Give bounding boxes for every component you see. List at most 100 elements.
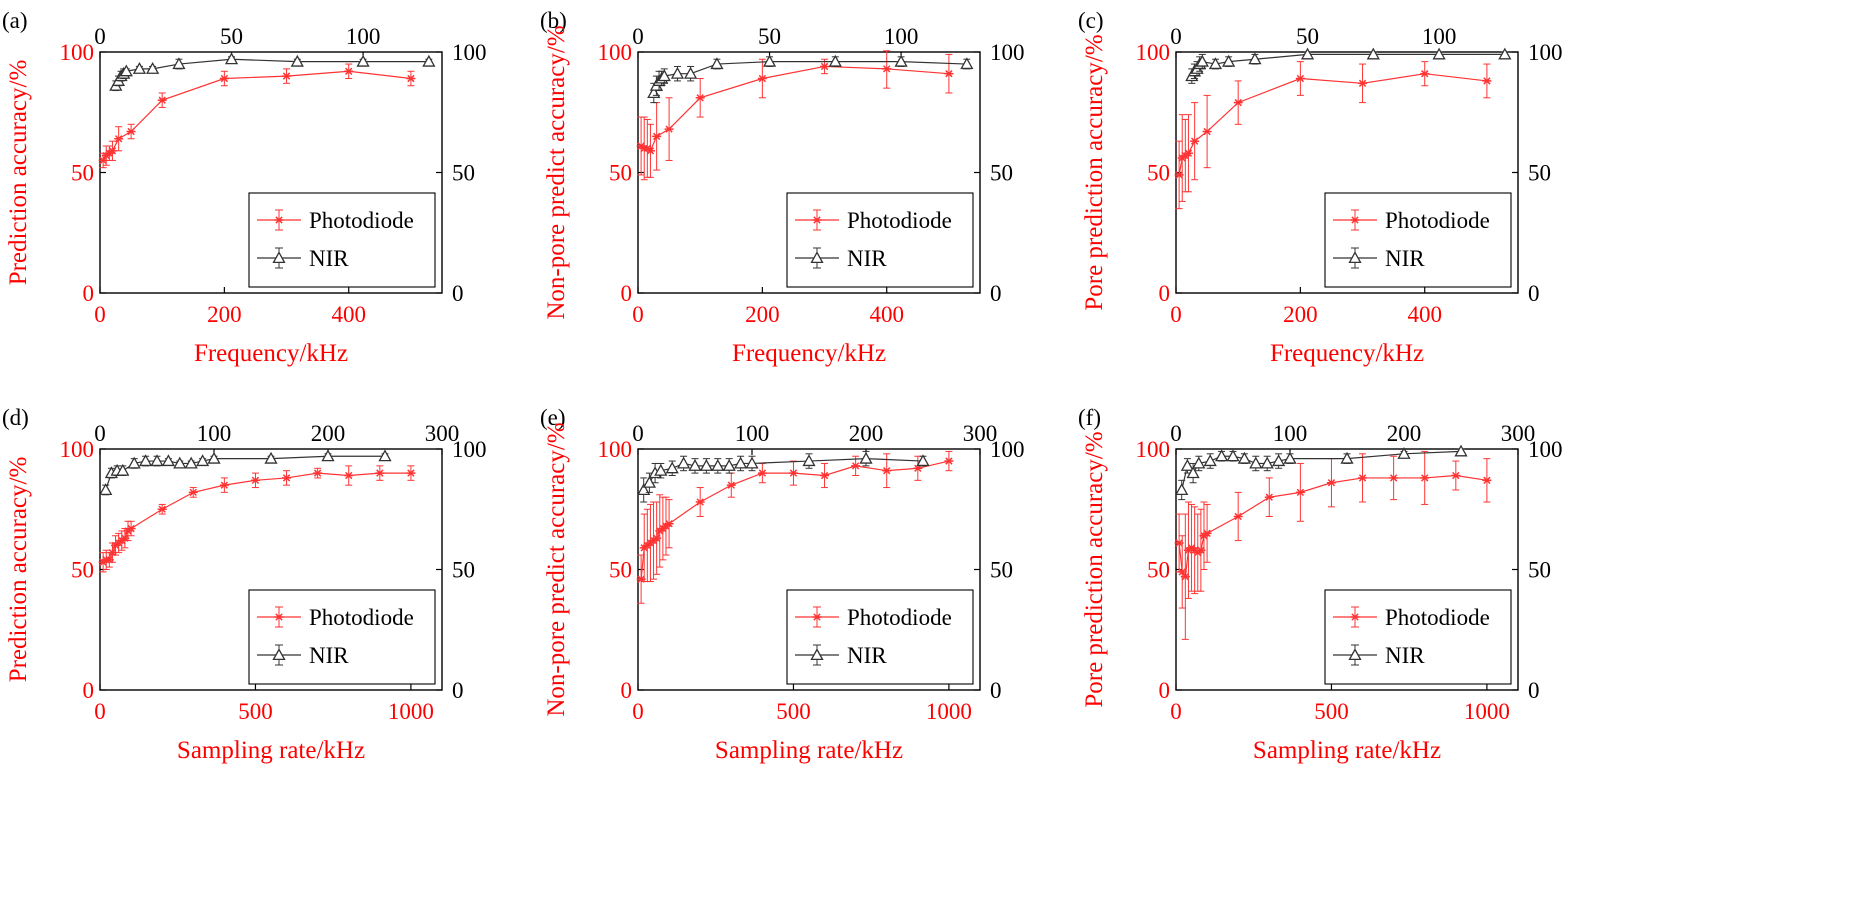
data-point [1180,459,1195,471]
data-point-d2 [1483,77,1491,85]
series-line [1191,53,1505,77]
data-point-d2 [665,520,673,528]
legend-marker [1348,251,1362,264]
panel-label: (e) [540,405,566,430]
left-y-tick-label: 0 [1159,678,1171,703]
data-point [722,459,736,471]
legend-box [1324,192,1512,288]
left-y-tick-label: 0 [621,281,633,306]
left-y-tick-label: 50 [71,558,94,583]
series-line [1178,474,1488,579]
legend-entry-nir: NIR [1333,246,1425,271]
legend: Photodiode NIR [786,589,974,685]
data-point-d2 [127,524,135,533]
panel-label: (d) [2,405,29,430]
data-point [657,69,671,82]
data-point-d2 [127,127,135,136]
legend-marker-d2 [1351,216,1359,224]
right-y-tick-label: 0 [452,281,464,306]
data-point-d2 [696,94,704,102]
data-point-d2 [1178,568,1186,576]
data-point [1186,466,1200,479]
data-point [264,451,278,464]
data-point-d2 [1483,476,1491,485]
left-y-tick-label: 0 [621,678,633,703]
left-y-tick-label: 0 [83,678,95,703]
data-point [1432,47,1446,60]
data-point-d2 [108,548,117,557]
right-y-tick-label: 0 [1528,281,1540,306]
data-point-d2 [883,65,891,73]
bottom-x-tick-label: 0 [1170,699,1182,724]
right-y-tick-label: 0 [990,678,1002,703]
bottom-x-tick-label: 0 [632,699,644,724]
x-axis-title: Sampling rate/kHz [715,737,903,764]
data-point-d2 [105,556,114,564]
x-axis-title: Sampling rate/kHz [1253,737,1441,764]
bottom-x-tick-label: 0 [1170,302,1182,327]
data-point-d2 [1296,74,1305,83]
panel-label: (a) [2,8,28,33]
series-nir [99,449,392,496]
data-point-d2 [158,505,166,513]
data-point [184,456,198,469]
right-y-tick-label: 50 [1528,161,1551,186]
data-point [195,454,210,467]
data-point-d2 [1296,488,1305,497]
legend-label: NIR [847,246,887,271]
data-point-d2 [282,474,291,482]
series-nir [647,54,974,104]
x-axis-title: Frequency/kHz [194,340,348,367]
bottom-x-tick-label: 500 [776,699,811,724]
data-point-d2 [1234,512,1242,521]
right-y-tick-label: 100 [1528,40,1563,65]
right-y-tick-label: 50 [452,558,475,583]
data-point-d2 [789,469,798,477]
data-point [670,66,685,79]
data-point [676,456,691,469]
legend-marker [272,648,286,661]
data-point-d2 [1203,127,1211,136]
top-x-tick-label: 50 [220,24,243,49]
data-point [173,456,187,469]
legend-label: NIR [1385,643,1425,668]
data-point [894,54,908,67]
data-point-d2 [313,469,322,477]
right-y-tick-label: 100 [990,437,1025,462]
series-line [653,61,967,94]
data-point [1498,47,1512,60]
legend-marker-d2 [275,216,283,224]
data-point-d2 [1175,539,1183,547]
legend-box [786,192,974,288]
data-point-d2 [758,74,767,83]
legend-label: NIR [847,643,887,668]
series-line [1178,73,1487,176]
data-point-d2 [407,469,415,477]
top-x-tick-label: 100 [1273,421,1308,446]
top-x-tick-label: 200 [311,421,346,446]
data-point-d2 [1181,573,1190,581]
data-point-d2 [108,147,117,155]
top-x-tick-label: 100 [735,421,770,446]
data-point-d2 [251,476,260,485]
data-point-d2 [652,534,661,542]
right-y-tick-label: 100 [452,40,487,65]
legend-marker [810,251,824,264]
left-y-tick-label: 100 [1136,40,1171,65]
data-point-d2 [407,74,415,83]
data-point [1454,444,1468,457]
left-y-tick-label: 100 [1136,437,1171,462]
data-point-d2 [114,135,123,143]
series-line [640,460,950,580]
legend-label: NIR [1385,246,1425,271]
series-line [640,65,949,152]
series-line [115,58,429,87]
bottom-x-tick-label: 1000 [926,699,972,724]
bottom-x-tick-label: 400 [869,302,904,327]
data-point [99,483,113,496]
data-point [1300,47,1315,60]
bottom-x-tick-label: 500 [1314,699,1349,724]
